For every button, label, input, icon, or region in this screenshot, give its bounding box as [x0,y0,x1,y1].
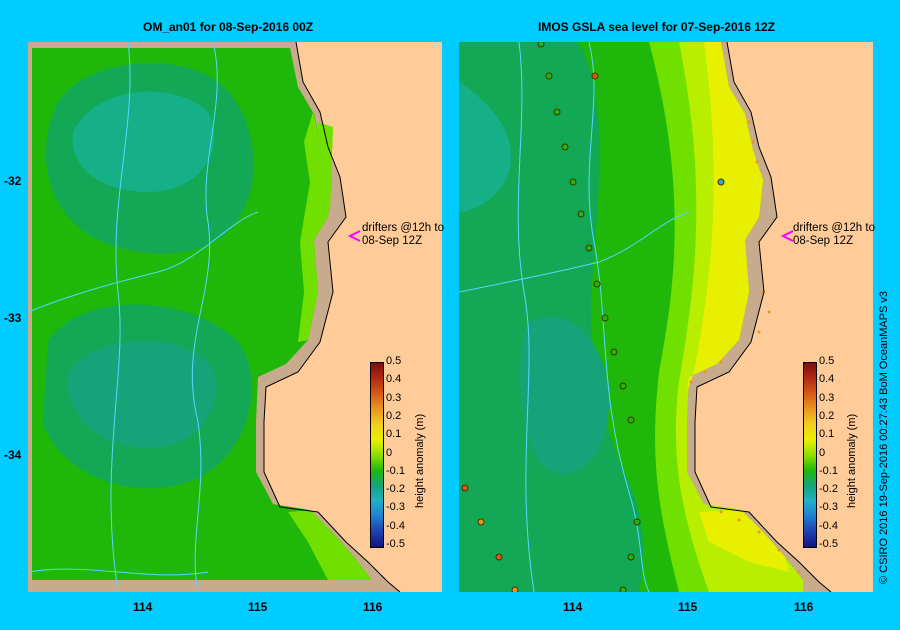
x-tick-115: 115 [248,600,268,614]
x-tick-116: 116 [363,600,383,614]
colorbar-label: 0.3 [386,391,402,404]
colorbar-label: 0.1 [819,428,835,441]
colorbar-label: 0.5 [386,355,402,367]
x-tick-116-right: 116 [794,600,814,614]
left-colorbar [370,362,384,548]
right-colorbar [803,362,817,548]
colorbar-label: 0.2 [819,409,835,422]
colorbar-label: -0.3 [386,501,405,514]
colorbar-label: 0.3 [819,391,835,404]
colorbar-label: -0.4 [819,519,838,532]
credit-text: © CSIRO 2016 19-Sep-2016 00:27:43 BoM Oc… [878,290,890,584]
right-panel-title: IMOS GSLA sea level for 07-Sep-2016 12Z [538,20,775,34]
left-map[interactable] [28,42,442,592]
drifter-arrow-icon [348,230,361,242]
colorbar-label: -0.1 [819,464,838,477]
right-colorbar-title: height anomaly (m) [846,413,858,508]
right-drifter-annotation: drifters @12h to 08-Sep 12Z [793,222,875,247]
right-map[interactable] [459,42,873,592]
x-tick-114: 114 [133,600,153,614]
colorbar-label: -0.1 [386,464,405,477]
colorbar-label: -0.2 [819,483,838,496]
colorbar-label: -0.2 [386,483,405,496]
y-tick-32: -32 [4,174,22,188]
colorbar-label: 0.2 [386,409,402,422]
x-tick-114-right: 114 [563,600,583,614]
colorbar-label: -0.3 [819,501,838,514]
colorbar-label: 0.4 [819,373,835,386]
left-colorbar-title: height anomaly (m) [414,413,426,508]
colorbar-label: 0.4 [386,373,402,386]
colorbar-label: 0 [819,446,826,459]
colorbar-label: -0.4 [386,519,405,532]
colorbar-label: -0.5 [819,538,838,550]
y-tick-33: -33 [4,311,22,325]
x-tick-115-right: 115 [678,600,698,614]
left-panel-title: OM_an01 for 08-Sep-2016 00Z [143,20,314,34]
colorbar-label: 0.1 [386,428,402,441]
colorbar-label: 0 [386,446,393,459]
drifter-arrow-icon [781,230,794,242]
y-tick-34: -34 [4,448,22,462]
left-drifter-annotation: drifters @12h to 08-Sep 12Z [362,222,444,247]
colorbar-label: -0.5 [386,538,405,550]
colorbar-label: 0.5 [819,355,835,367]
